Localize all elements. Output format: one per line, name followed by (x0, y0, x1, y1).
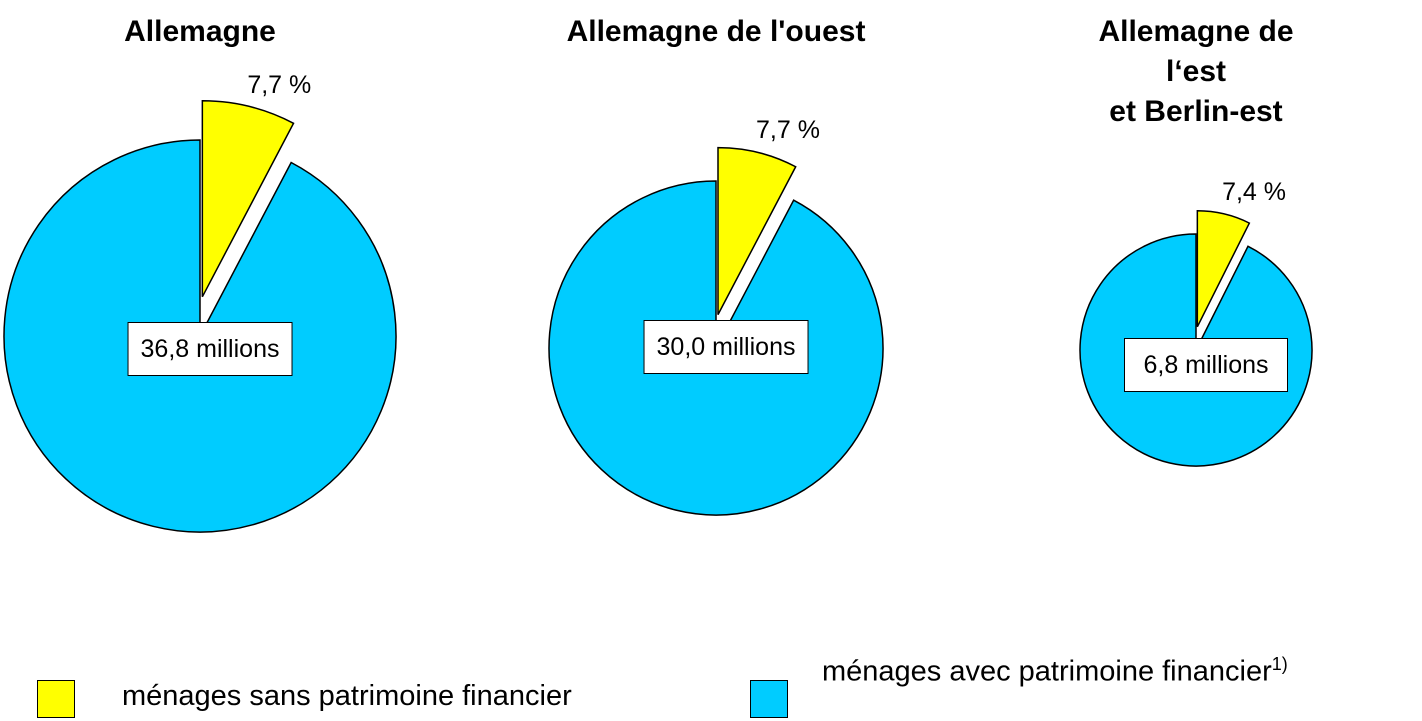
footnote-mark: 1) (1271, 654, 1288, 674)
chart-title: Allemagne de l‘est et Berlin-est (1098, 15, 1294, 128)
data-label: 7,7 % (756, 116, 820, 145)
data-label: 7,7 % (247, 70, 312, 99)
legend-label: ménages sans patrimoine financier (122, 680, 572, 713)
chart-title: Allemagne (124, 15, 276, 48)
total-label: 36,8 millions (127, 322, 293, 376)
legend-label: ménages avec patrimoine financier1) (822, 654, 1288, 689)
data-label: 7,4 % (1222, 177, 1287, 206)
pie-slice (1196, 210, 1251, 328)
total-label: 6,8 millions (1124, 338, 1288, 392)
chart-title: Allemagne de l'ouest (566, 15, 866, 48)
legend-swatch (37, 680, 75, 718)
pie-slice (201, 100, 295, 298)
pie-slice (717, 146, 797, 315)
legend-swatch (750, 680, 788, 718)
legend-text: ménages sans patrimoine financier (122, 680, 572, 712)
total-label: 30,0 millions (643, 320, 809, 374)
legend-text: ménages avec patrimoine financier (822, 655, 1272, 688)
